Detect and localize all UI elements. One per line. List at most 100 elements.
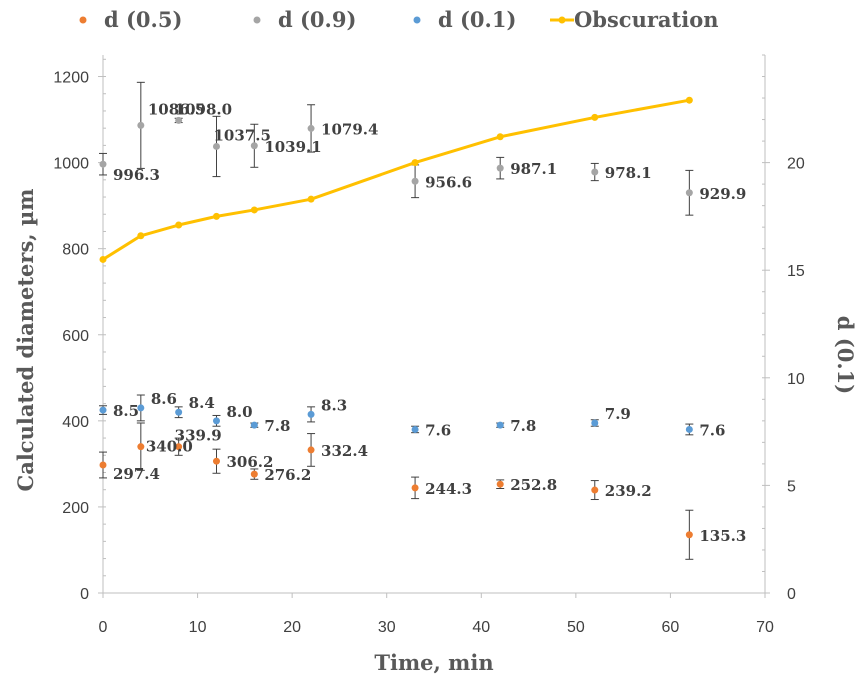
data-label-d-0-1: 7.6 — [425, 421, 451, 439]
point-d-0-5 — [307, 446, 315, 454]
point-d-0-9 — [411, 177, 419, 185]
y-tick-label: 600 — [62, 328, 89, 345]
legend-label-d-0-5: d (0.5) — [104, 7, 182, 32]
data-label-d-0-5: 276.2 — [264, 466, 311, 484]
data-label-d-0-5: 306.2 — [226, 453, 273, 471]
data-label-d-0-1: 7.8 — [510, 417, 536, 435]
data-label-d-0-9: 1079.4 — [321, 120, 378, 138]
data-label-d-0-9: 1086.5 — [148, 100, 205, 118]
y2-tick-label: 0 — [787, 586, 796, 603]
point-d-0-5 — [137, 443, 145, 451]
data-label-d-0-9: 1039.1 — [264, 138, 321, 156]
data-label-d-0-1: 7.8 — [264, 417, 290, 435]
point-obscuration — [411, 159, 419, 167]
data-label-d-0-5: 239.2 — [605, 482, 652, 500]
data-label-d-0-9: 996.3 — [113, 166, 160, 184]
point-d-0-9 — [137, 121, 145, 129]
data-label-d-0-9: 1037.5 — [213, 126, 270, 144]
point-d-0-9 — [212, 142, 220, 150]
y2-tick-label: 20 — [787, 156, 805, 173]
data-label-d-0-5: 252.8 — [510, 476, 557, 494]
point-d-0-1 — [411, 425, 419, 433]
point-d-0-5 — [496, 480, 504, 488]
point-obscuration — [212, 212, 220, 220]
point-d-0-9 — [307, 124, 315, 132]
y-tick-label: 1200 — [53, 70, 89, 87]
point-d-0-1 — [137, 404, 145, 412]
y-axis-title: Calculated diameters, µm — [13, 188, 38, 491]
data-label-d-0-1: 7.9 — [605, 405, 631, 423]
data-label-d-0-5: 244.3 — [425, 480, 472, 498]
data-label-d-0-9: 1098.0 — [175, 100, 232, 118]
point-d-0-1 — [175, 408, 183, 416]
data-label-d-0-5: 297.4 — [113, 465, 160, 483]
data-label-d-0-1: 8.0 — [226, 403, 252, 421]
point-d-0-9 — [591, 168, 599, 176]
point-d-0-1 — [685, 425, 693, 433]
x-tick-label: 10 — [189, 619, 207, 636]
point-obscuration — [99, 255, 107, 263]
point-d-0-5 — [175, 443, 183, 451]
legend-marker-d-0-9 — [253, 16, 261, 24]
point-obscuration — [591, 113, 599, 121]
data-label-d-0-1: 8.3 — [321, 396, 347, 414]
data-label-d-0-1: 8.6 — [151, 390, 177, 408]
y-tick-label: 400 — [62, 414, 89, 431]
x-tick-label: 20 — [283, 619, 301, 636]
x-tick-label: 60 — [662, 619, 680, 636]
x-tick-label: 70 — [756, 619, 774, 636]
legend-label-d-0-9: d (0.9) — [278, 7, 356, 32]
point-d-0-9 — [175, 116, 183, 124]
point-obscuration — [496, 133, 504, 141]
data-label-d-0-9: 978.1 — [605, 164, 652, 182]
legend: d (0.5) d (0.9) d (0.1) Obscuration — [79, 7, 718, 32]
series-line-obscuration — [102, 98, 690, 261]
data-label-d-0-9: 929.9 — [699, 185, 746, 203]
x-tick-label: 30 — [378, 619, 396, 636]
data-label-d-0-5: 340.0 — [146, 438, 193, 456]
legend-marker-d-0-1 — [413, 16, 421, 24]
y2-tick-label: 15 — [787, 263, 805, 280]
point-obscuration — [175, 221, 183, 229]
legend-marker-obscuration — [558, 16, 566, 24]
data-label-d-0-5: 135.3 — [699, 527, 746, 545]
x-tick-label: 0 — [99, 619, 108, 636]
point-d-0-1 — [591, 419, 599, 427]
data-label-d-0-5: 332.4 — [321, 442, 368, 460]
y2-tick-label: 10 — [787, 371, 805, 388]
point-d-0-1 — [250, 421, 258, 429]
marks — [99, 96, 693, 539]
data-label-d-0-9: 987.1 — [510, 160, 557, 178]
point-d-0-5 — [99, 461, 107, 469]
point-d-0-1 — [496, 421, 504, 429]
point-d-0-9 — [685, 189, 693, 197]
point-obscuration — [685, 96, 693, 104]
legend-label-obscuration: Obscuration — [574, 7, 718, 32]
point-d-0-9 — [250, 142, 258, 150]
y-tick-label: 1000 — [53, 156, 89, 173]
point-d-0-1 — [307, 410, 315, 418]
y2-axis-title: d (0.1) — [833, 316, 856, 394]
point-d-0-5 — [591, 486, 599, 494]
y-tick-label: 200 — [62, 500, 89, 517]
legend-label-d-0-1: d (0.1) — [438, 7, 516, 32]
y-tick-label: 800 — [62, 242, 89, 259]
point-d-0-5 — [250, 470, 258, 478]
point-d-0-9 — [496, 164, 504, 172]
data-label-d-0-1: 7.6 — [699, 421, 725, 439]
x-axis-title: Time, min — [374, 650, 493, 675]
point-d-0-5 — [685, 531, 693, 539]
y2-tick-label: 5 — [787, 478, 796, 495]
point-d-0-5 — [411, 484, 419, 492]
point-d-0-5 — [212, 457, 220, 465]
data-label-d-0-5: 339.9 — [175, 427, 222, 445]
x-tick-label: 50 — [567, 619, 585, 636]
point-obscuration — [250, 206, 258, 214]
point-d-0-9 — [99, 160, 107, 168]
point-d-0-1 — [99, 406, 107, 414]
point-obscuration — [307, 195, 315, 203]
axes: 0 10 20 30 40 50 60 70 0 200 400 600 800 1000 1200 0 5 10… — [53, 54, 805, 636]
point-obscuration — [137, 232, 145, 240]
